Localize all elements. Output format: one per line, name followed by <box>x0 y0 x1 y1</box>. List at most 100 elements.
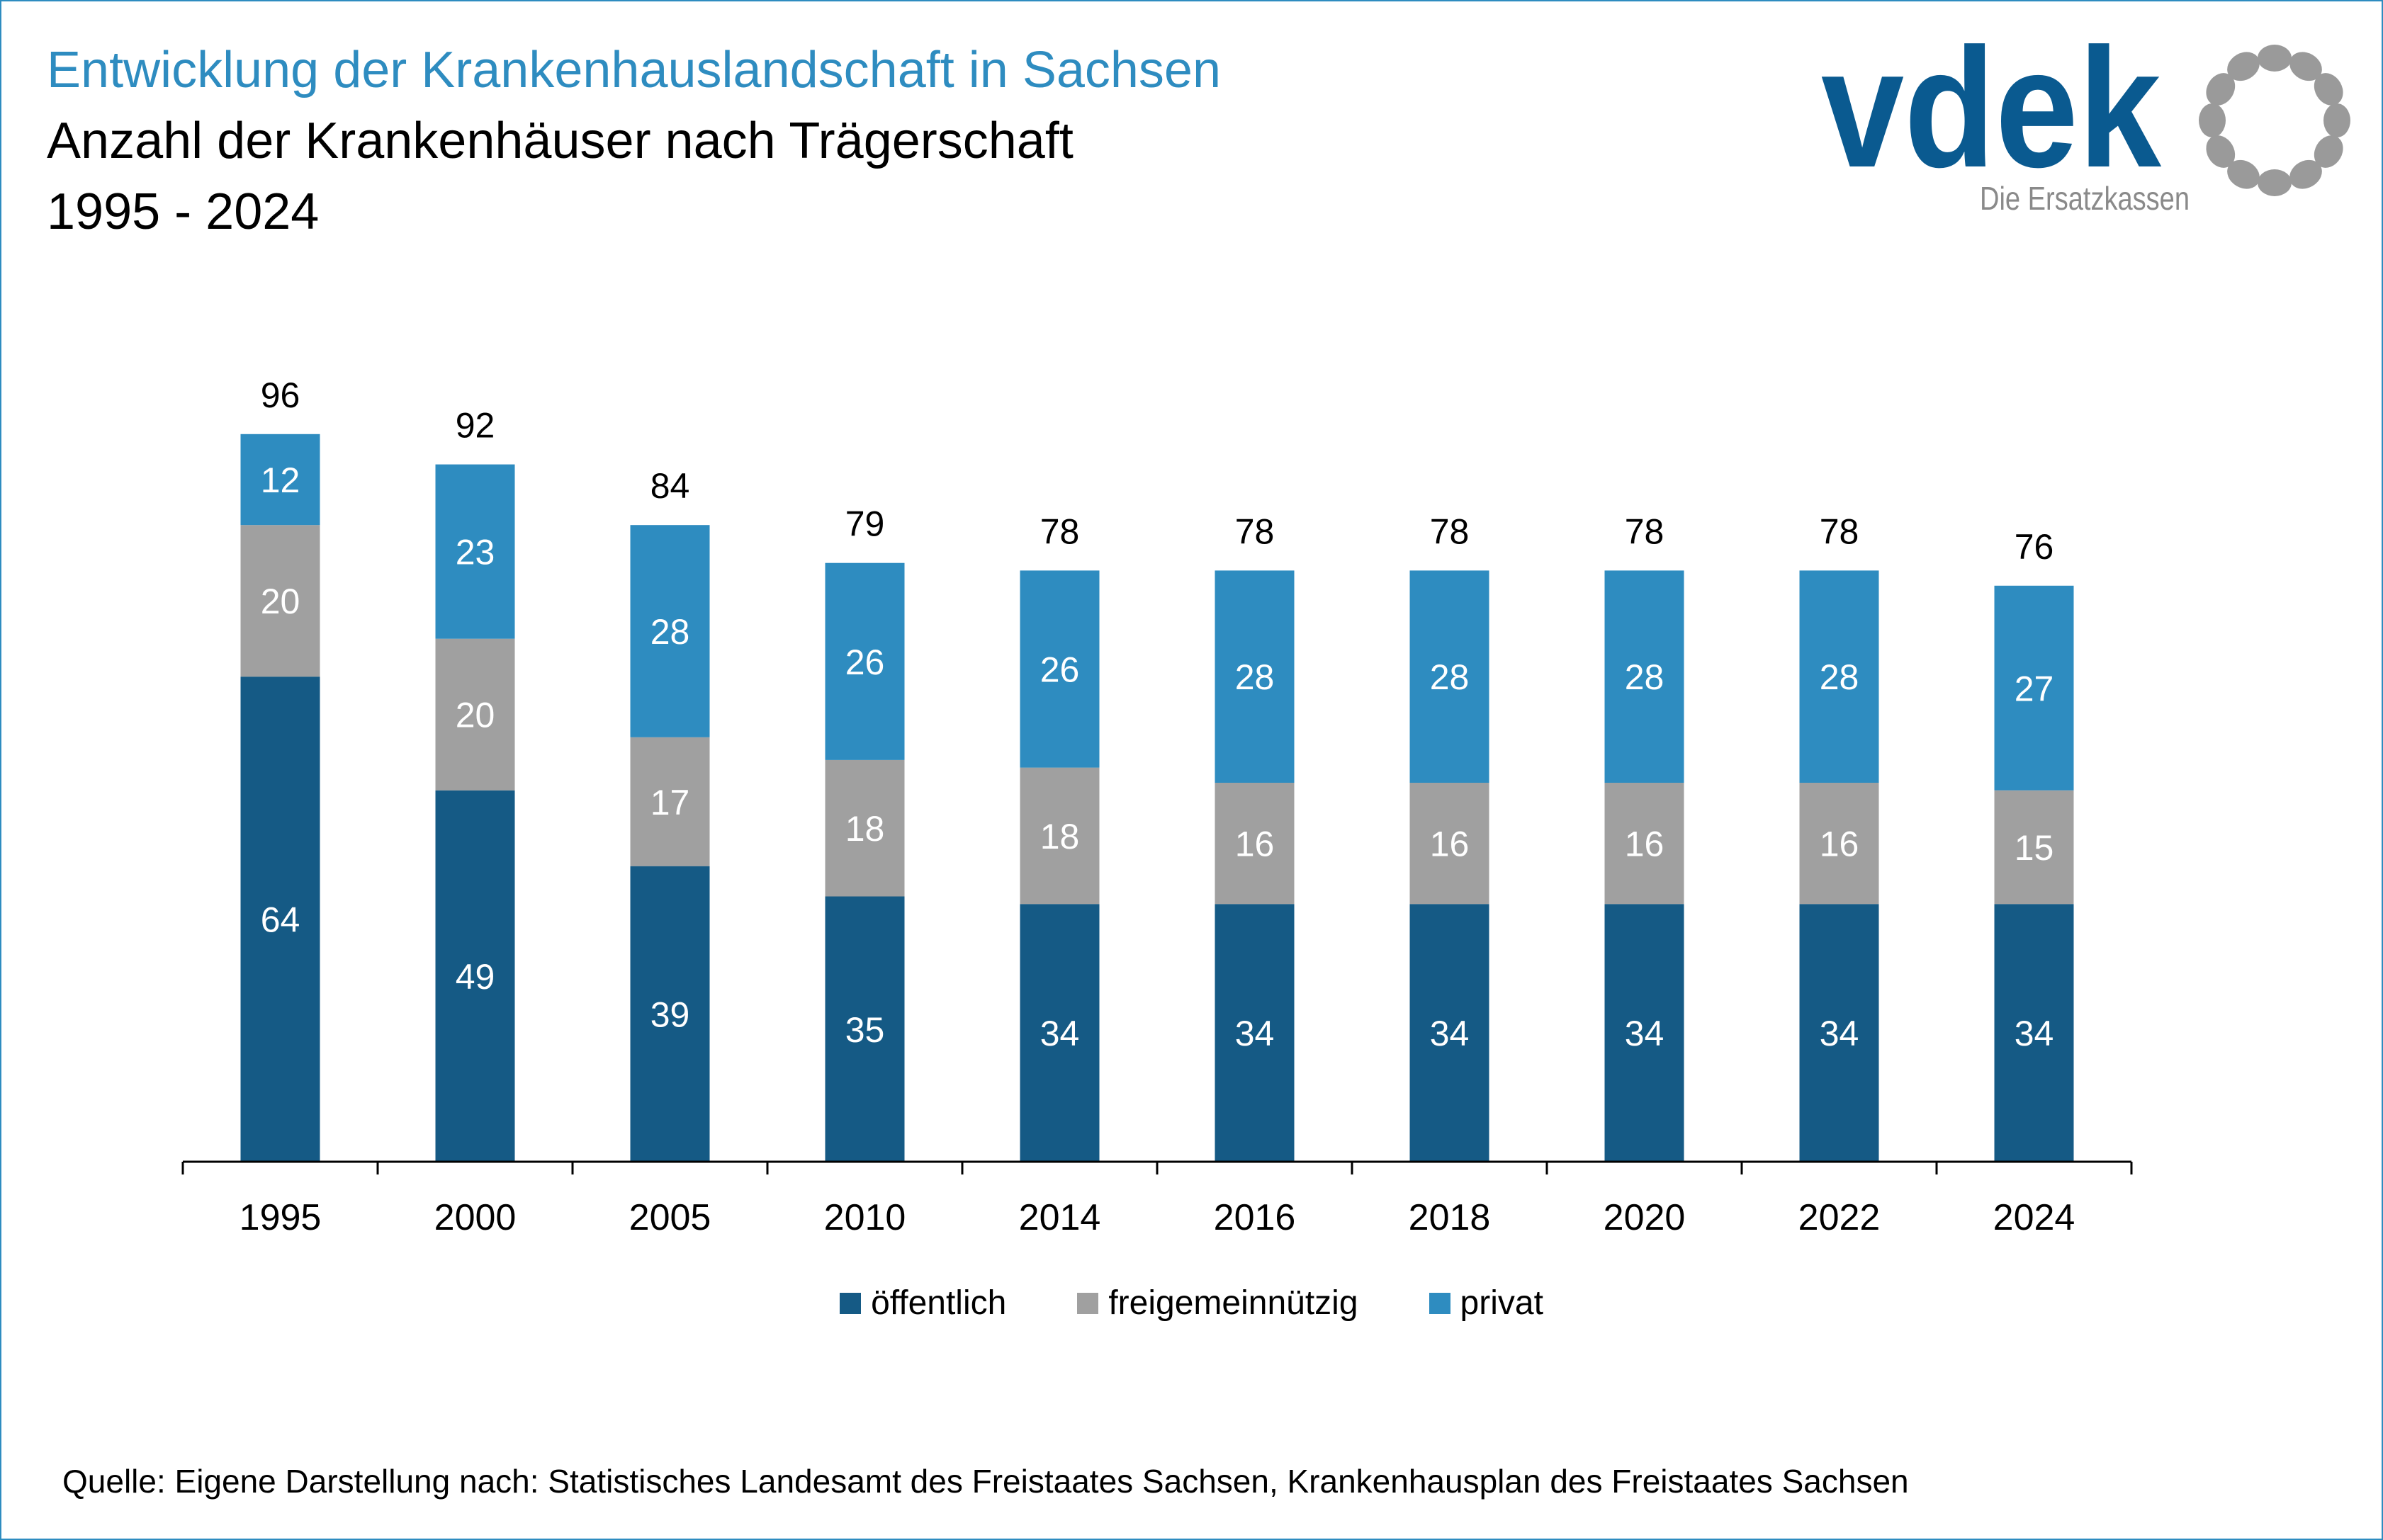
logo-ring-dot <box>2206 135 2236 168</box>
bar-segment-privat-2020 <box>1604 570 1684 783</box>
logo-ring-dot <box>2258 169 2292 196</box>
vdek-logo: vdek Die Ersatzkassen <box>1821 28 2350 217</box>
x-tick-label: 2022 <box>1798 1197 1881 1238</box>
data-label: 34 <box>1625 1014 1664 1053</box>
x-tick-label: 2010 <box>824 1197 906 1238</box>
logo-ring-icon <box>2199 45 2350 196</box>
legend-swatch <box>1429 1292 1450 1314</box>
total-label: 78 <box>1235 511 1275 551</box>
bar-segment-öffentlich-1995 <box>240 676 320 1162</box>
bar-segment-freigemeinnützig-2016 <box>1215 783 1295 905</box>
data-label: 26 <box>845 642 885 682</box>
legend-swatch <box>840 1292 862 1314</box>
bar-segment-freigemeinnützig-2018 <box>1409 783 1489 905</box>
bar-segment-öffentlich-2016 <box>1215 904 1295 1162</box>
x-tick-label: 2014 <box>1019 1197 1101 1238</box>
logo-tagline: Die Ersatzkassen <box>1980 180 2190 217</box>
data-label: 18 <box>1040 817 1080 856</box>
chart-period: 1995 - 2024 <box>47 183 320 240</box>
bar-segment-öffentlich-2010 <box>825 896 905 1162</box>
bar-segment-freigemeinnützig-2024 <box>1994 790 2074 905</box>
bar-segment-privat-2000 <box>435 464 515 639</box>
source-note: Quelle: Eigene Darstellung nach: Statist… <box>62 1463 1909 1500</box>
data-label: 23 <box>456 533 495 572</box>
logo-ring-dot <box>2206 73 2236 106</box>
bar-segment-privat-2014 <box>1020 570 1100 768</box>
logo-ring-dot <box>2314 73 2343 106</box>
legend-label: freigemeinnützig <box>1108 1284 1358 1322</box>
bar-segment-privat-2018 <box>1409 570 1489 783</box>
data-label: 34 <box>1820 1014 1859 1053</box>
bar-segment-öffentlich-2014 <box>1020 904 1100 1162</box>
x-tick-label: 2016 <box>1214 1197 1296 1238</box>
bar-segment-freigemeinnützig-2000 <box>435 638 515 791</box>
x-tick-label: 2005 <box>629 1197 711 1238</box>
legend: öffentlich freigemeinnützig privat <box>0 1284 2383 1323</box>
bar-segment-öffentlich-2024 <box>1994 904 2074 1162</box>
bar-segment-privat-2022 <box>1799 570 1879 783</box>
total-label: 78 <box>1430 511 1470 551</box>
data-label: 34 <box>1040 1014 1080 1053</box>
x-axis: 1995 2000 2005 2010 2014 2016 2018 2020 2022 2024 <box>181 1160 2133 1238</box>
bar-segment-öffentlich-2018 <box>1409 904 1489 1162</box>
data-label: 20 <box>261 582 300 621</box>
legend-swatch <box>1077 1292 1099 1314</box>
data-label: 34 <box>1430 1014 1470 1053</box>
data-label: 16 <box>1625 825 1664 864</box>
bar-segment-privat-2005 <box>630 525 710 737</box>
bars-layer: 64 20 12 96 49 20 23 92 39 17 28 84 35 18 26 79 34 18 26 78… <box>240 375 2074 1162</box>
bar-segment-öffentlich-2020 <box>1604 904 1684 1162</box>
bar-segment-freigemeinnützig-2022 <box>1799 783 1879 905</box>
chart-subtitle: Anzahl der Krankenhäuser nach Trägerscha… <box>47 113 1074 169</box>
bar-segment-öffentlich-2005 <box>630 866 710 1162</box>
data-label: 28 <box>1430 657 1470 697</box>
data-label: 27 <box>2015 669 2054 708</box>
legend-item-privat: privat <box>1429 1284 1543 1323</box>
bar-segment-freigemeinnützig-2020 <box>1604 783 1684 905</box>
x-tick-label: 1995 <box>240 1197 322 1238</box>
data-label: 12 <box>261 460 300 500</box>
data-label: 26 <box>1040 650 1080 690</box>
logo-ring-dot <box>2289 159 2322 189</box>
logo-ring-dot <box>2314 135 2343 168</box>
legend-item-öffentlich: öffentlich <box>840 1284 1006 1323</box>
total-label: 78 <box>1040 511 1080 551</box>
legend-item-freigemeinnützig: freigemeinnützig <box>1077 1284 1358 1323</box>
bar-segment-freigemeinnützig-2010 <box>825 759 905 897</box>
logo-wordmark: vdek <box>1821 28 2161 203</box>
data-label: 28 <box>1625 657 1664 697</box>
data-label: 49 <box>456 957 495 997</box>
bar-segment-freigemeinnützig-2014 <box>1020 767 1100 905</box>
x-tick-label: 2024 <box>1993 1197 2075 1238</box>
data-label: 39 <box>650 995 690 1034</box>
bar-segment-privat-2010 <box>825 562 905 760</box>
logo-ring-dot <box>2289 52 2322 81</box>
chart-title: Entwicklung der Krankenhauslandschaft in… <box>47 42 1222 98</box>
bar-segment-privat-2016 <box>1215 570 1295 783</box>
data-label: 18 <box>845 809 885 849</box>
data-label: 16 <box>1430 825 1470 864</box>
data-label: 35 <box>845 1010 885 1050</box>
logo-ring-dot <box>2227 52 2260 81</box>
logo-ring-dot <box>2199 103 2226 137</box>
total-label: 78 <box>1625 511 1664 551</box>
data-label: 15 <box>2015 828 2054 868</box>
total-label: 92 <box>456 406 495 446</box>
x-tick-label: 2020 <box>1604 1197 1686 1238</box>
bar-segment-freigemeinnützig-1995 <box>240 525 320 677</box>
bar-segment-freigemeinnützig-2005 <box>630 737 710 866</box>
data-label: 34 <box>1235 1014 1275 1053</box>
data-label: 28 <box>1235 657 1275 697</box>
data-label: 34 <box>2015 1014 2054 1053</box>
bar-segment-privat-1995 <box>240 434 320 526</box>
total-label: 96 <box>261 375 300 415</box>
data-label: 64 <box>261 900 300 940</box>
legend-label: öffentlich <box>871 1284 1007 1322</box>
data-label: 16 <box>1235 825 1275 864</box>
data-label: 20 <box>456 696 495 735</box>
total-label: 84 <box>650 466 690 506</box>
data-label: 28 <box>1820 657 1859 697</box>
x-tick-label: 2000 <box>434 1197 517 1238</box>
total-label: 78 <box>1820 511 1859 551</box>
